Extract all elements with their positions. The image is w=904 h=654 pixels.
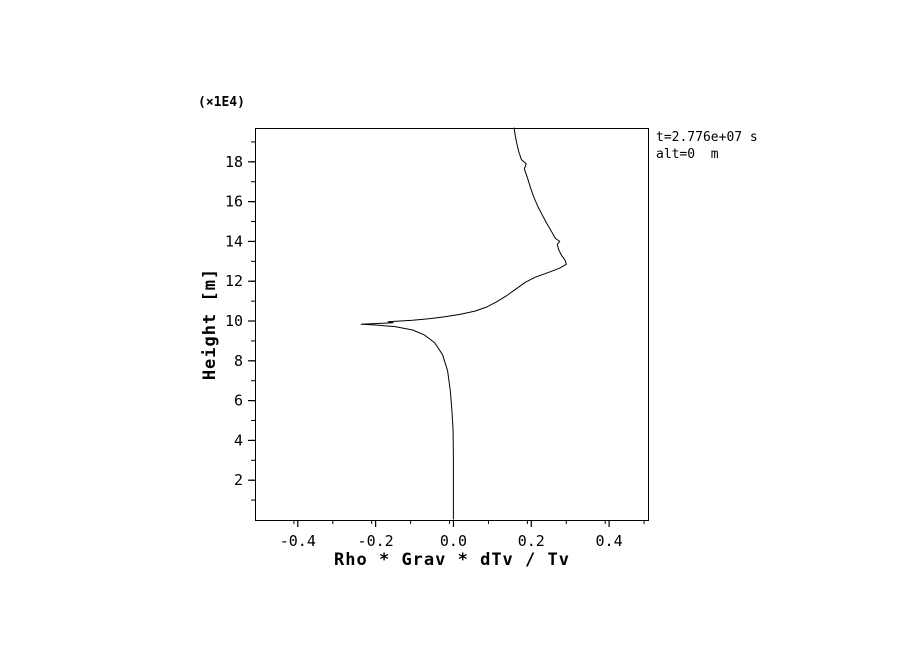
y-axis-unit-label: (×1E4) <box>198 95 245 110</box>
y-tick-label: 4 <box>234 431 243 449</box>
x-tick-label: -0.4 <box>280 532 316 550</box>
y-tick-label: 14 <box>225 232 243 250</box>
x-tick-label: 0.4 <box>596 532 623 550</box>
y-tick-label: 18 <box>225 153 243 171</box>
y-tick-label: 16 <box>225 193 243 211</box>
y-tick-label: 2 <box>234 471 243 489</box>
y-tick-label: 6 <box>234 392 243 410</box>
y-tick-label: 12 <box>225 272 243 290</box>
axes-box <box>255 128 649 521</box>
y-axis-title: Height [m] <box>200 267 220 381</box>
altitude-annotation: alt=0 m <box>656 147 719 162</box>
x-axis-title: Rho * Grav * dTv / Tv <box>334 550 570 570</box>
x-tick-label: 0.0 <box>440 532 467 550</box>
y-tick-label: 10 <box>225 312 243 330</box>
x-tick-label: -0.2 <box>358 532 394 550</box>
time-annotation: t=2.776e+07 s <box>656 130 758 145</box>
x-tick-label: 0.2 <box>518 532 545 550</box>
y-tick-label: 8 <box>234 352 243 370</box>
profile-curve <box>360 127 567 520</box>
